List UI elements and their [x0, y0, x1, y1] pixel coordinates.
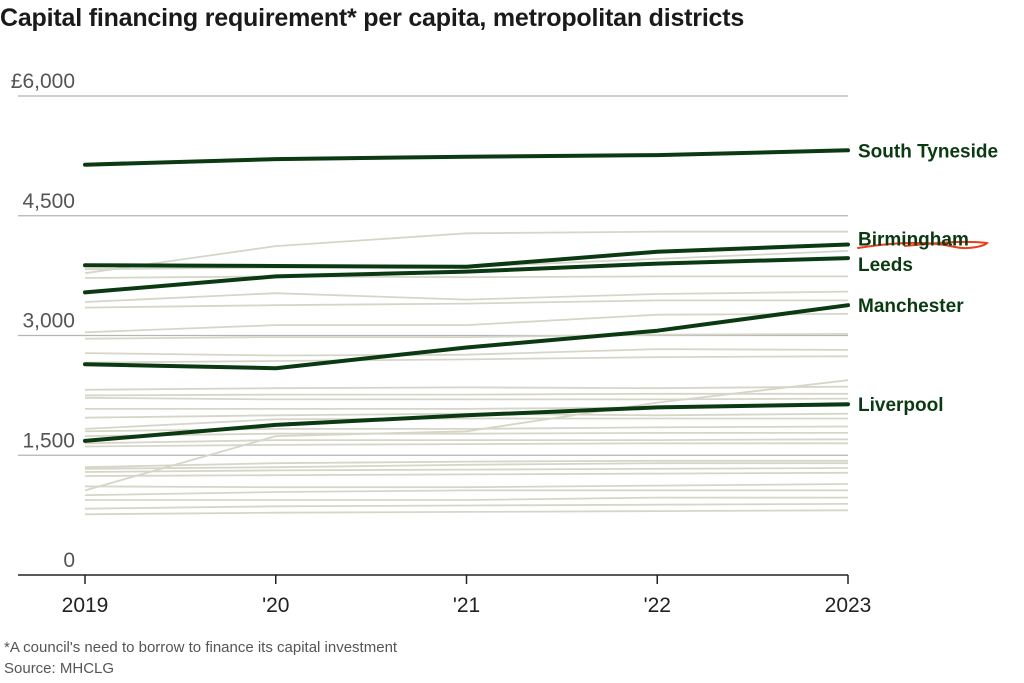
series-line-south-tyneside [83, 148, 850, 167]
x-tick-label: '22 [644, 594, 671, 617]
x-axis: 2019 '20 '21 '22 2023 [18, 574, 872, 617]
series-line-leeds [83, 256, 850, 295]
x-tick-label: 2023 [825, 594, 872, 617]
series-line [84, 396, 849, 401]
y-tick-label: 1,500 [22, 429, 75, 452]
x-tick-label: '20 [262, 594, 289, 617]
series-line [84, 459, 848, 469]
background-series [84, 230, 849, 516]
series-line [84, 489, 848, 497]
series-line [84, 392, 848, 397]
series-line [84, 503, 849, 510]
series-line [84, 431, 848, 437]
series-labels: South Tyneside Birmingham Leeds Manchester L… [858, 141, 998, 416]
series-line-liverpool [83, 402, 850, 443]
x-tick-label: 2019 [62, 594, 109, 617]
series-line [84, 438, 849, 445]
series-line [84, 348, 849, 357]
series-line-manchester [83, 303, 850, 371]
series-label-south-tyneside: South Tyneside [858, 141, 998, 162]
series-line [84, 275, 848, 279]
y-tick-label: 3,000 [22, 310, 75, 333]
series-line [84, 417, 848, 430]
highlighted-series [83, 148, 850, 443]
series-line [84, 313, 849, 334]
series-line [84, 471, 849, 477]
y-axis-ticks: 0 1,500 3,000 4,500 £6,000 [11, 70, 75, 572]
gridlines [18, 95, 848, 456]
series-line [84, 379, 849, 492]
y-tick-label: 0 [63, 549, 75, 572]
series-line [84, 442, 848, 448]
series-line-birmingham [83, 242, 850, 269]
series-line [84, 467, 849, 473]
x-tick-label: '21 [453, 594, 480, 617]
chart-title: Capital financing requirement* per capit… [0, 4, 745, 32]
series-line [84, 483, 849, 489]
series-line [84, 509, 849, 516]
series-line [85, 496, 848, 501]
birmingham-underline-annotation [857, 240, 989, 250]
source-note: Source: MHCLG [4, 660, 115, 677]
footnote: *A council's need to borrow to finance i… [4, 639, 398, 656]
series-line [84, 355, 849, 364]
annotation-layer [857, 240, 989, 250]
series-label-birmingham: Birmingham [858, 229, 969, 250]
series-line [84, 385, 849, 391]
series-line [84, 290, 849, 303]
series-label-liverpool: Liverpool [858, 395, 944, 416]
series-line [84, 462, 848, 470]
series-line [84, 299, 848, 309]
series-line [84, 230, 848, 275]
series-line [84, 333, 849, 340]
y-tick-label: 4,500 [22, 190, 75, 213]
series-label-leeds: Leeds [858, 255, 913, 276]
series-label-manchester: Manchester [858, 296, 964, 317]
y-tick-label: £6,000 [11, 70, 75, 93]
